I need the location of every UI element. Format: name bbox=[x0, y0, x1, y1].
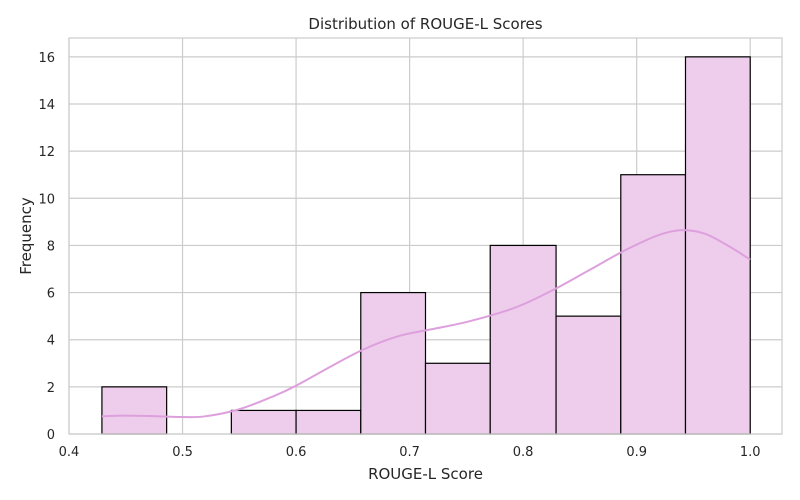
x-tick-label: 0.4 bbox=[59, 445, 80, 460]
y-tick-label: 0 bbox=[47, 428, 55, 443]
y-tick-label: 8 bbox=[47, 239, 55, 254]
histogram-bar bbox=[360, 291, 427, 435]
x-tick-label: 0.8 bbox=[513, 445, 534, 460]
histogram-bar bbox=[101, 386, 168, 435]
y-tick-label: 16 bbox=[38, 51, 55, 66]
histogram-bar bbox=[555, 315, 622, 435]
y-axis-label: Frequency bbox=[17, 197, 35, 275]
histogram-bar bbox=[684, 56, 751, 435]
kde-curve bbox=[101, 229, 751, 419]
histogram-bar bbox=[489, 244, 557, 435]
chart-title: Distribution of ROUGE-L Scores bbox=[308, 15, 542, 33]
x-axis-ticks: 0.4 0.5 0.6 0.7 0.8 0.9 1.0 bbox=[59, 445, 761, 460]
x-tick-label: 0.9 bbox=[626, 445, 647, 460]
plot-frame bbox=[68, 37, 783, 435]
kde bbox=[101, 229, 751, 419]
histogram-bar bbox=[424, 362, 491, 435]
y-tick-label: 6 bbox=[47, 287, 55, 302]
bars bbox=[101, 56, 751, 435]
x-tick-label: 0.7 bbox=[399, 445, 420, 460]
x-axis-label: ROUGE-L Score bbox=[368, 465, 483, 483]
y-axis-ticks: 0 2 4 6 8 10 12 14 16 bbox=[38, 51, 55, 443]
y-tick-label: 4 bbox=[47, 334, 55, 349]
histogram-bar bbox=[620, 174, 687, 435]
y-tick-label: 14 bbox=[38, 98, 55, 113]
y-tick-label: 10 bbox=[38, 192, 55, 207]
histogram-bar bbox=[295, 409, 362, 435]
y-tick-label: 2 bbox=[47, 381, 55, 396]
x-tick-label: 1.0 bbox=[740, 445, 761, 460]
x-tick-label: 0.6 bbox=[286, 445, 307, 460]
y-tick-label: 12 bbox=[38, 145, 55, 160]
histogram-bar bbox=[230, 409, 297, 435]
x-tick-label: 0.5 bbox=[172, 445, 193, 460]
